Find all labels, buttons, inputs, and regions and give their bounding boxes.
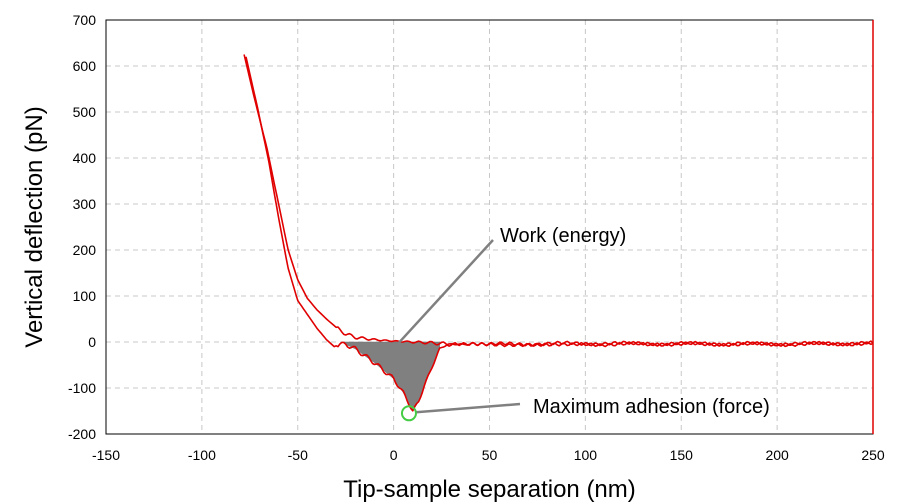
grid-lines (106, 20, 873, 434)
y-tick-label: 400 (73, 150, 97, 166)
y-tick-label: 0 (88, 334, 96, 350)
series-line-1 (245, 56, 874, 412)
work-annotation-pointer (396, 239, 494, 346)
x-tick-label: 100 (574, 447, 598, 463)
y-tick-label: 600 (73, 58, 97, 74)
x-tick-label: 50 (482, 447, 498, 463)
x-tick-label: -150 (92, 447, 120, 463)
y-axis-title: Vertical deflection (pN) (21, 106, 48, 347)
series-layer (243, 54, 874, 412)
work-annotation-label: Work (energy) (500, 225, 626, 247)
x-tick-labels: -150 -100 -50 0 50 100 150 200 250 (92, 447, 885, 463)
y-tick-label: 200 (73, 242, 97, 258)
x-tick-label: 200 (765, 447, 789, 463)
y-tick-labels: 700 600 500 400 300 200 100 0 -100 -200 (68, 12, 96, 442)
y-tick-label: 300 (73, 196, 97, 212)
adhesion-annotation-pointer (415, 402, 521, 414)
x-tick-label: -100 (188, 447, 216, 463)
x-tick-label: 150 (670, 447, 694, 463)
x-tick-label: -50 (288, 447, 308, 463)
x-tick-label: 250 (861, 447, 885, 463)
series-line-0 (243, 54, 874, 347)
adhesion-annotation-label: Maximum adhesion (force) (533, 396, 770, 418)
y-tick-label: 700 (73, 12, 97, 28)
work-energy-area (340, 341, 440, 412)
maximum-adhesion-marker (400, 405, 417, 422)
x-axis-title: Tip-sample separation (nm) (343, 476, 636, 503)
y-tick-label: -100 (68, 380, 96, 396)
y-tick-label: -200 (68, 426, 96, 442)
y-tick-label: 500 (73, 104, 97, 120)
y-tick-label: 100 (73, 288, 97, 304)
x-tick-label: 0 (390, 447, 398, 463)
